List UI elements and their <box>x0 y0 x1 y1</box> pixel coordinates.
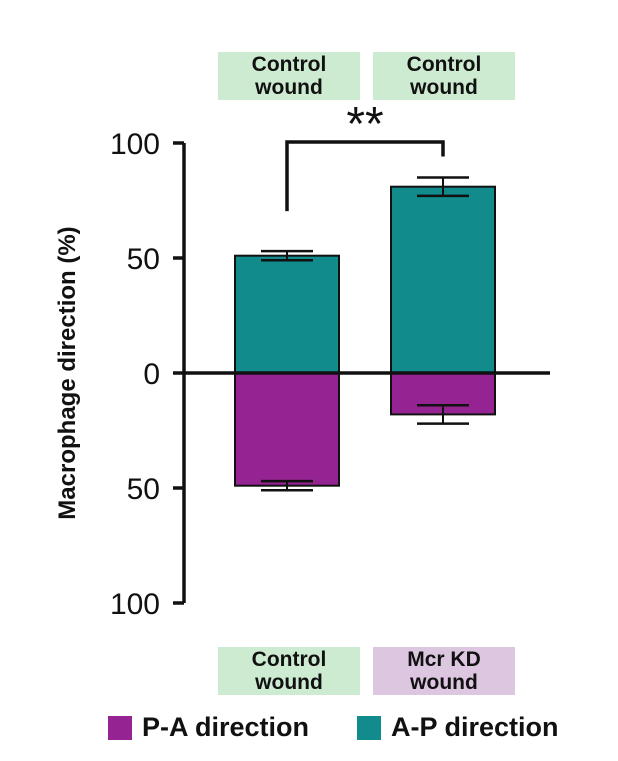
legend-swatch-pa <box>108 715 132 740</box>
bottom-label-group-1-text: Control wound <box>251 648 327 694</box>
top-label-group-2: Control wound <box>373 52 515 100</box>
bottom-label-group-2-text: Mcr KD wound <box>407 648 481 694</box>
legend-label-ap: A-P direction <box>391 712 559 742</box>
bottom-label-group-1: Control wound <box>218 647 360 695</box>
legend-item-ap: A-P direction <box>357 712 559 743</box>
legend-swatch-ap <box>357 715 381 740</box>
y-tick-label-4: 100 <box>110 588 160 621</box>
legend-label-pa: P-A direction <box>142 712 310 742</box>
y-tick-label-0: 100 <box>110 128 160 161</box>
y-axis-label: Macrophage direction (%) <box>54 226 81 519</box>
bar-pa-group-1 <box>234 372 340 487</box>
y-tick-label-2: 0 <box>143 358 160 391</box>
y-tick-label-1: 50 <box>127 243 160 276</box>
bottom-label-group-2: Mcr KD wound <box>373 647 515 695</box>
top-label-group-1-text: Control wound <box>251 53 327 99</box>
bar-ap-group-1 <box>234 254 340 374</box>
legend-item-pa: P-A direction <box>108 712 309 743</box>
top-label-group-1: Control wound <box>218 52 360 100</box>
top-label-group-2-text: Control wound <box>406 53 482 99</box>
y-tick-label-3: 50 <box>127 473 160 506</box>
significance-label: ** <box>346 98 383 151</box>
bar-ap-group-2 <box>390 185 496 374</box>
significance-bracket <box>285 140 445 212</box>
